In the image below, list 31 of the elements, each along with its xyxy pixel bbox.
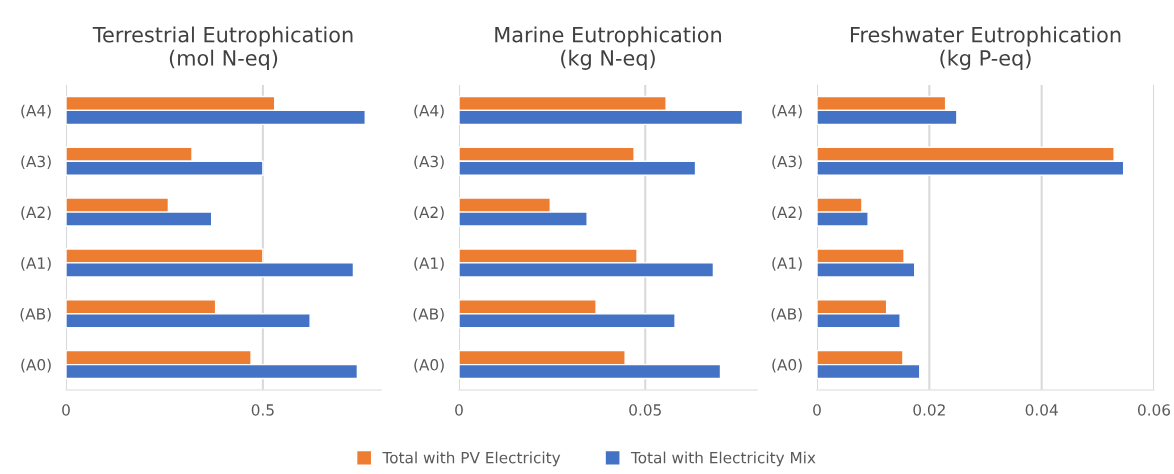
x-tick-label: 0.05: [629, 404, 661, 416]
y-tick-label: (A3): [21, 155, 51, 170]
x-tick-label: 0: [813, 404, 821, 416]
x-tick-label: 0: [62, 404, 70, 416]
y-tick-label: (A1): [21, 257, 51, 271]
y-tick-label: (A3): [772, 155, 802, 170]
y-tick-label: (A2): [772, 206, 802, 220]
legend-label: Total with Electricity Mix: [630, 451, 816, 467]
y-tick-label: (A2): [21, 206, 51, 220]
y-tick-label: (AB): [20, 307, 51, 322]
y-tick-label: (A0): [772, 358, 802, 373]
chart-title: Marine Eutrophication (kg N-eq): [495, 26, 721, 70]
y-tick-label: (A1): [414, 257, 444, 271]
legend-label: Total with PV Electricity: [382, 451, 561, 467]
y-tick-label: (A3): [414, 155, 444, 170]
y-tick-label: (A0): [414, 358, 444, 373]
y-tick-label: (A4): [21, 104, 51, 119]
y-tick-label: (A0): [21, 358, 51, 373]
x-tick-label: 0: [455, 404, 463, 416]
y-tick-label: (AB): [771, 307, 802, 322]
y-tick-label: (A4): [772, 104, 802, 119]
y-tick-label: (AB): [413, 307, 444, 322]
x-tick-label: 0.04: [1025, 404, 1058, 416]
chart-title: Freshwater Eutrophication (kg P-eq): [850, 26, 1121, 70]
x-tick-label: 0.06: [1138, 404, 1171, 416]
y-tick-label: (A2): [414, 206, 444, 220]
x-tick-label: 0.5: [251, 404, 274, 416]
x-tick-label: 0.02: [913, 404, 945, 416]
y-tick-label: (A4): [414, 104, 444, 119]
chart-title: Terrestrial Eutrophication (mol N-eq): [92, 26, 353, 70]
y-tick-label: (A1): [772, 257, 802, 271]
